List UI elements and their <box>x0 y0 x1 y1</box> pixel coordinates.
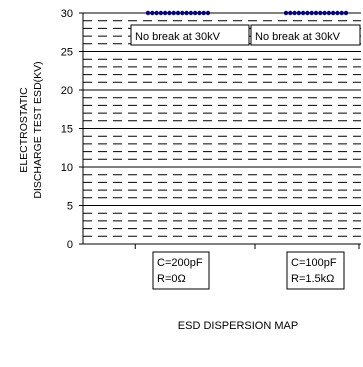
data-points <box>145 10 349 16</box>
y-tick-label: 10 <box>61 162 73 174</box>
data-point <box>205 10 211 16</box>
category-label-text: C=200pF <box>157 257 203 269</box>
y-tick-label: 30 <box>61 8 73 20</box>
data-point <box>318 10 323 16</box>
category-label-text: R=0Ω <box>157 273 186 285</box>
category-labels: C=200pF R=0Ω C=100pF R=1.5kΩ <box>152 251 345 290</box>
data-point <box>309 10 314 16</box>
annotation-box <box>130 24 250 46</box>
y-tick-label: 25 <box>61 47 73 59</box>
y-tick-label: 20 <box>61 85 73 97</box>
y-axis-label-line2: DISCHARGE TEST ESD(KV) <box>32 61 44 198</box>
grid <box>83 12 361 237</box>
x-axis-title: ESD DISPERSION MAP <box>178 320 298 332</box>
category-label-text: R=1.5kΩ <box>291 273 334 285</box>
data-point <box>201 10 206 16</box>
annotation-text: No break at 30kV <box>255 31 341 43</box>
data-point <box>167 10 172 16</box>
data-point <box>313 10 319 16</box>
data-point <box>300 10 306 16</box>
data-point <box>326 10 332 16</box>
data-point <box>339 10 344 16</box>
axes <box>79 12 361 249</box>
annotation-box <box>250 24 361 46</box>
data-point <box>330 10 336 16</box>
data-point <box>184 10 189 16</box>
data-point <box>197 10 202 16</box>
data-point <box>305 10 310 16</box>
category-label-box <box>286 251 345 290</box>
y-tick-label: 15 <box>61 124 73 136</box>
data-point <box>154 10 159 16</box>
y-tick-labels: 0 5 10 15 20 25 30 <box>61 8 73 251</box>
data-point <box>296 10 302 16</box>
y-axis-label-line1: ELECTROSTATIC <box>18 87 30 173</box>
data-point <box>288 10 293 16</box>
data-point <box>188 10 194 16</box>
y-tick-label: 0 <box>67 239 73 251</box>
data-point <box>322 10 327 16</box>
data-point <box>162 10 168 16</box>
data-point <box>192 10 198 16</box>
category-label-text: C=100pF <box>291 257 337 269</box>
data-point <box>292 10 297 16</box>
data-point <box>150 10 155 16</box>
data-point <box>335 10 340 16</box>
data-point <box>343 10 349 16</box>
data-point <box>145 10 151 16</box>
data-point <box>158 10 164 16</box>
category-label-box <box>152 251 210 290</box>
data-point <box>171 10 176 16</box>
data-point <box>175 10 181 16</box>
annotations: No break at 30kV No break at 30kV <box>130 24 361 46</box>
annotation-text: No break at 30kV <box>135 31 221 43</box>
y-tick-label: 5 <box>67 201 73 213</box>
data-point <box>180 10 185 16</box>
data-point <box>283 10 289 16</box>
